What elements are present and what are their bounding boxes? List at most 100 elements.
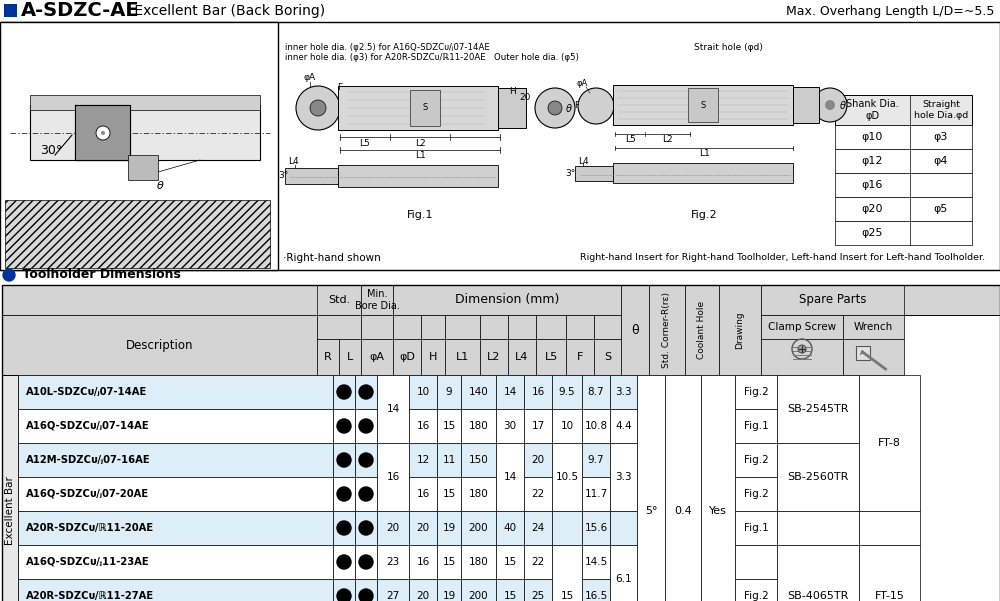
Circle shape [825,100,835,110]
Polygon shape [75,105,130,160]
Bar [461,477,496,511]
Bar [508,315,536,339]
Text: 20: 20 [519,93,531,102]
Text: φA: φA [370,352,384,362]
Bar [333,545,355,579]
Bar [735,375,777,409]
Bar [409,375,437,409]
Text: 16: 16 [386,472,400,482]
Bar [524,511,552,545]
Circle shape [337,419,351,433]
Text: 15.6: 15.6 [584,523,608,533]
Bar [18,477,333,511]
Bar [333,443,355,477]
Text: L1: L1 [699,150,709,159]
Text: 20: 20 [531,455,545,465]
Bar [536,315,566,339]
Bar [735,511,777,545]
Bar [393,339,421,375]
Bar [582,511,610,545]
Text: 9.7: 9.7 [588,455,604,465]
Bar [552,545,582,601]
Text: φ16: φ16 [862,180,883,190]
Text: F: F [575,102,579,111]
Bar [437,579,461,601]
Bar [461,511,496,545]
Text: 20: 20 [386,523,400,533]
Bar [552,375,582,409]
Bar [856,346,870,360]
Text: Wrench: Wrench [854,322,893,332]
Bar [4,4,17,17]
Bar [2,375,18,601]
Bar [0,22,1000,270]
Text: 30: 30 [503,421,517,431]
Text: Fig.1: Fig.1 [744,421,768,431]
Text: Straight
hole Dia.φd: Straight hole Dia.φd [914,100,968,120]
Text: A12M-SDZCᴜ/ⱼ07-16AE: A12M-SDZCᴜ/ⱼ07-16AE [26,455,151,465]
Text: L: L [347,352,353,362]
Bar [377,511,409,545]
Text: SB-4065TR: SB-4065TR [787,591,849,601]
Bar [361,339,393,375]
Text: Fig.2: Fig.2 [744,387,768,397]
Text: φA: φA [304,73,316,82]
Bar [761,285,904,315]
Bar [582,477,610,511]
Bar [536,339,566,375]
Text: H: H [797,87,803,96]
Text: Coolant Hole: Coolant Hole [698,301,706,359]
Bar [377,443,409,511]
Bar [361,315,393,339]
Bar [610,511,637,545]
Text: H: H [429,352,437,362]
Text: Fig.1: Fig.1 [744,523,768,533]
Bar [761,315,843,339]
Circle shape [337,521,351,535]
Text: S: S [604,352,611,362]
Text: φD: φD [399,352,415,362]
Bar [552,443,582,511]
Bar [355,375,377,409]
Bar [18,511,333,545]
Bar [409,477,437,511]
Bar [859,511,920,545]
Text: ·Right-hand shown: ·Right-hand shown [283,253,381,263]
Text: F: F [577,352,583,362]
Text: Clamp Screw: Clamp Screw [768,322,836,332]
Bar [409,511,437,545]
Text: 24: 24 [531,523,545,533]
Text: 14: 14 [386,404,400,414]
Text: 22: 22 [531,557,545,567]
Text: 4.4: 4.4 [615,421,632,431]
Bar [496,443,524,511]
Text: Drawing: Drawing [736,311,744,349]
Text: $\theta$: $\theta$ [156,179,164,191]
Text: L5: L5 [360,138,370,147]
Text: 8.7: 8.7 [588,387,604,397]
Text: Excellent Bar: Excellent Bar [5,477,15,546]
Bar [701,375,735,601]
Bar [835,173,972,197]
Text: 150: 150 [469,455,488,465]
Text: 25: 25 [531,591,545,601]
Bar [735,409,777,443]
Text: A16Q-SDZCᴜ/ⱼ07-14AE: A16Q-SDZCᴜ/ⱼ07-14AE [26,421,150,431]
Text: 3°: 3° [278,171,288,180]
Bar [835,197,972,221]
Text: φ10: φ10 [862,132,883,142]
Bar [649,285,685,375]
Bar [610,409,637,443]
Bar [317,339,339,375]
Circle shape [359,521,373,535]
Text: Std. Corner-R(rε): Std. Corner-R(rε) [662,292,672,368]
Circle shape [535,88,575,128]
Circle shape [359,385,373,399]
Text: Description: Description [126,338,193,352]
Bar [735,545,777,579]
Bar [461,579,496,601]
Text: SB-2545TR: SB-2545TR [787,404,849,414]
Text: φ5: φ5 [934,204,948,214]
Text: A10L-SDZCᴜ/ⱼ07-14AE: A10L-SDZCᴜ/ⱼ07-14AE [26,387,147,397]
Text: 30°: 30° [40,144,62,156]
